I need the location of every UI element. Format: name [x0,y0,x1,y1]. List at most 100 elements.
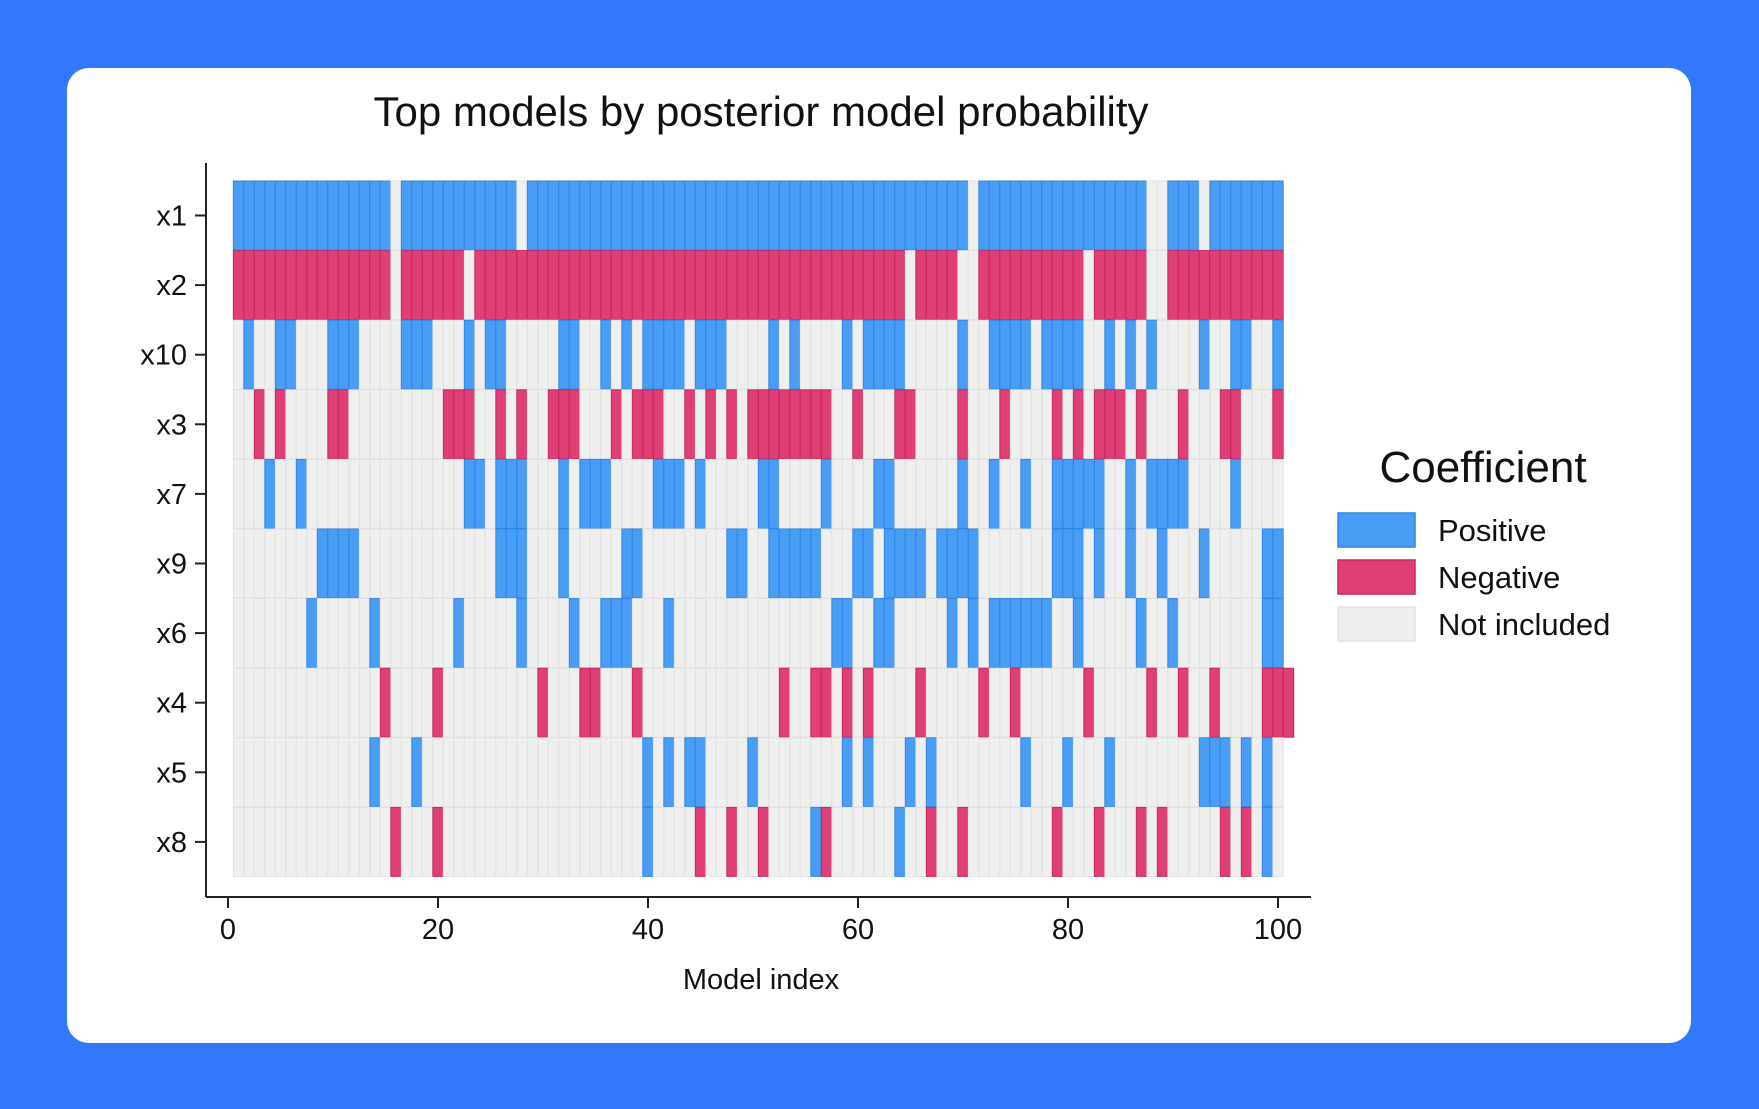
heatmap-cell [1083,389,1095,460]
heatmap-cell [243,598,255,669]
heatmap-cell [778,667,791,738]
heatmap-cell [684,737,696,808]
heatmap-cell [852,458,864,529]
heatmap-cell [558,389,570,460]
heatmap-cell [894,806,906,877]
heatmap-cell [243,250,255,321]
heatmap-cell [1062,180,1074,251]
heatmap-cell [1062,528,1074,599]
heatmap-cell [684,180,696,251]
heatmap-cell [547,667,560,738]
heatmap-cell [1093,667,1106,738]
heatmap-cell [411,528,423,599]
heatmap-cell [453,319,465,390]
heatmap-cell [421,180,434,251]
heatmap-cell [526,180,539,251]
heatmap-cell [936,806,948,877]
heatmap-cell [778,389,791,460]
heatmap-cell [1104,319,1116,390]
heatmap-cell [810,737,822,808]
heatmap-cell [1072,598,1085,669]
heatmap-cell [295,806,308,877]
heatmap-cell [904,180,917,251]
heatmap-cell [978,250,990,321]
heatmap-cell [736,528,749,599]
heatmap-cell [1198,319,1211,390]
heatmap-cell [285,737,297,808]
heatmap-cell [621,667,633,738]
heatmap-cell [925,598,938,669]
heatmap-cell [1030,667,1043,738]
heatmap-cell [316,806,329,877]
heatmap-cell [505,250,518,321]
heatmap-cell [873,737,885,808]
heatmap-cell [558,180,570,251]
heatmap-cell [841,528,854,599]
heatmap-cell [1093,528,1106,599]
heatmap-cell [295,458,308,529]
heatmap-cell [621,250,633,321]
heatmap-cell [516,806,528,877]
heatmap-cell [1177,389,1190,460]
heatmap-cell [253,319,266,390]
heatmap-cell [883,319,896,390]
heatmap-cell [1272,180,1284,251]
heatmap-cell [820,806,833,877]
heatmap-cell [831,667,843,738]
heatmap-cell [285,528,297,599]
heatmap-cell [946,528,959,599]
heatmap-cell [778,250,791,321]
legend-swatch [1337,559,1416,595]
heatmap-cell [442,598,455,669]
heatmap-cell [1146,180,1158,251]
heatmap-cell [453,598,465,669]
heatmap-cell [421,250,434,321]
heatmap-cell [264,737,276,808]
heatmap-cell [1072,180,1085,251]
heatmap-cell [757,598,770,669]
heatmap-cell [642,389,654,460]
heatmap-cell [999,250,1011,321]
heatmap-cell [1104,737,1116,808]
heatmap-cell [379,737,392,808]
heatmap-cell [1072,806,1085,877]
heatmap-cell [358,180,371,251]
heatmap-cell [558,667,570,738]
heatmap-cell [841,806,854,877]
heatmap-cell [432,458,444,529]
heatmap-cell [883,598,896,669]
heatmap-cell [936,598,948,669]
heatmap-cell [1062,737,1074,808]
heatmap-cell [327,319,339,390]
heatmap-cell [348,737,360,808]
heatmap-cell [400,598,413,669]
heatmap-cell [1219,180,1232,251]
heatmap-cell [306,598,318,669]
heatmap-cell [316,598,329,669]
heatmap-cell [1188,319,1200,390]
heatmap-cell [1146,806,1158,877]
heatmap-cell [1251,806,1263,877]
heatmap-cell [894,319,906,390]
heatmap-cell [820,319,833,390]
heatmap-cell [369,528,381,599]
heatmap-cell [663,180,675,251]
heatmap-cell [589,458,602,529]
heatmap-cell [799,598,812,669]
heatmap-cell [925,319,938,390]
heatmap-cell [999,737,1011,808]
heatmap-cell [663,319,675,390]
heatmap-cell [694,319,707,390]
heatmap-cell [915,389,927,460]
heatmap-cell [1167,737,1179,808]
heatmap-cell [306,180,318,251]
heatmap-cell [474,250,486,321]
heatmap-cell [1051,528,1064,599]
heatmap-cell [1009,737,1022,808]
heatmap-cell [253,458,266,529]
heatmap-cell [243,180,255,251]
y-tick-label: x5 [156,757,187,789]
heatmap-cell [1188,250,1200,321]
heatmap-cell [673,319,686,390]
heatmap-cell [957,737,969,808]
